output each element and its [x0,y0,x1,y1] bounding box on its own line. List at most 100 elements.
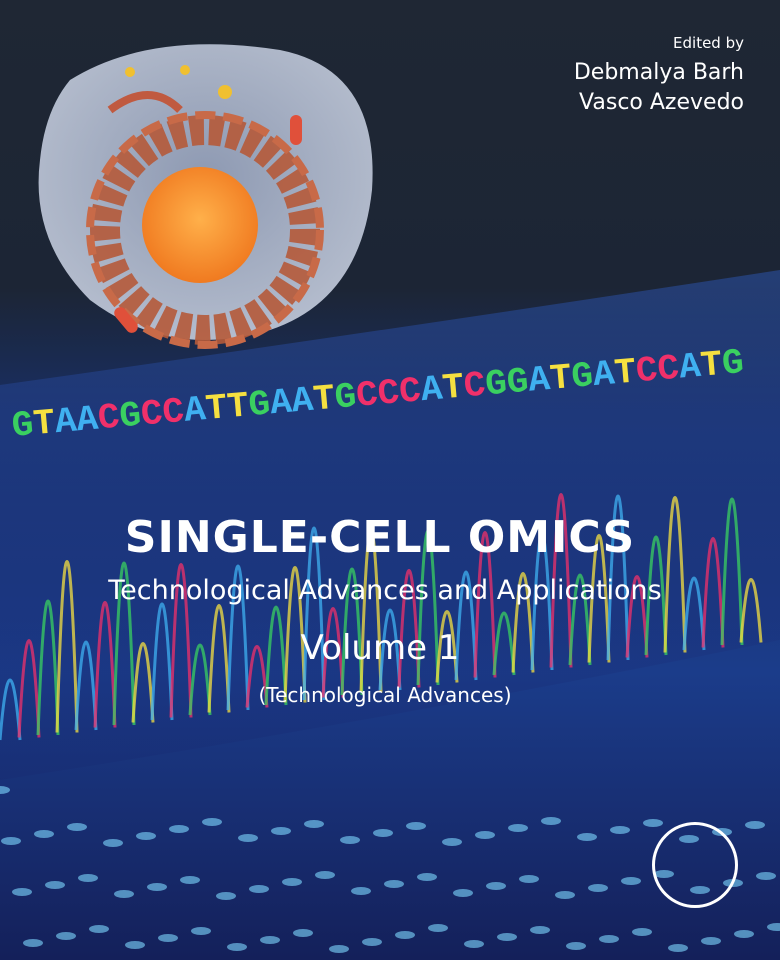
chromatogram-peak [587,534,611,663]
sequencing-dot [519,875,539,883]
editor-name: Vasco Azevedo [579,90,744,115]
chromatogram-peak [644,535,668,656]
chromatogram-peak [682,576,706,651]
sequencing-dot [340,836,360,844]
chromatogram-peak [245,645,269,708]
chromatogram-peak [568,573,592,666]
sequencing-dot [599,935,619,943]
sequencing-dot [395,931,415,939]
sequencing-dot [577,833,597,841]
sequencing-dot [373,829,393,837]
chromatogram-peak [131,642,155,723]
sequencing-dot [191,927,211,935]
sequencing-dot [497,933,517,941]
sequencing-dot [541,817,561,825]
sequencing-dot [34,830,54,838]
chromatogram-peak [93,601,117,728]
chromatogram-peak [549,493,573,668]
volume-label: Volume 1 [300,628,460,668]
editor-name: Debmalya Barh [573,60,744,85]
sequencing-dots [0,786,780,953]
sequencing-dot [643,819,663,827]
sequencing-dot [78,874,98,882]
chromatogram-peak [606,494,630,661]
book-title: SINGLE-CELL OMICS [124,512,636,563]
sequencing-dot [417,873,437,881]
chromatogram-peak [169,563,193,718]
chromatogram-peak [435,610,459,683]
editors-block: Edited by Debmalya Barh Vasco Azevedo [574,34,744,118]
sequencing-dot [271,827,291,835]
sequencing-dot [304,820,324,828]
sequencing-dot [406,822,426,830]
sequencing-dot [1,837,21,845]
sequencing-dot [442,838,462,846]
sequencing-dot [508,824,528,832]
sequencing-dot [23,939,43,947]
chromatogram-peak [321,607,345,698]
sequencing-dot [89,925,109,933]
sequencing-dot [555,891,575,899]
chromatogram-peaks [0,493,763,741]
chromatogram-peak [701,537,725,648]
sequencing-dot [756,872,776,880]
sequencing-dot [668,944,688,952]
sequencing-dot [351,887,371,895]
sequencing-dot [329,945,349,953]
chromatogram-peak [226,564,250,711]
sequencing-dot [428,924,448,932]
chromatogram-peak [302,526,326,701]
sequencing-dot [621,877,641,885]
sequencing-dot [475,831,495,839]
chromatogram-peak [625,575,649,658]
sequencing-dot [136,832,156,840]
sequencing-dot [180,876,200,884]
sequencing-dot [293,929,313,937]
chromatogram-peak [340,567,364,696]
chromatogram-peak [188,643,212,716]
sequencing-dot [114,890,134,898]
chromatogram-peak [0,678,22,741]
sequencing-dot [464,940,484,948]
chromatogram-peak [207,604,231,713]
chromatogram-peak [511,572,535,673]
sequencing-dot [56,932,76,940]
sequencing-dot [12,888,32,896]
sequencing-dot [103,839,123,847]
chromatogram-peak [17,639,41,738]
sequencing-dot [45,881,65,889]
chromatogram-peak [720,497,744,646]
sequencing-dot [238,834,258,842]
chromatogram-peak [416,529,440,686]
sequencing-dot [158,934,178,942]
chromatogram-peak [663,496,687,653]
chromatogram-peak [492,611,516,676]
sequencing-dot [745,821,765,829]
chromatogram-peak [530,532,554,671]
chromatogram-peak [378,608,402,691]
chromatogram-peak [264,605,288,706]
chromatogram-peak [55,560,79,733]
sequencing-dot [701,937,721,945]
sequencing-dot [67,823,87,831]
sequencing-dot [384,880,404,888]
chromatogram-peak [473,531,497,678]
sequencing-dot [0,786,10,794]
sequencing-dot [216,892,236,900]
chromatogram-peak [739,578,763,643]
sequencing-dot [734,930,754,938]
sequencing-dot [610,826,630,834]
sequencing-dot [202,818,222,826]
chromatogram-peak [150,602,174,721]
volume-subtitle: (Technological Advances) [258,683,512,707]
chromatogram-peak [397,569,421,688]
sequencing-dot [169,825,189,833]
chromatogram-peak [454,570,478,681]
sequencing-dot [362,938,382,946]
sequencing-dot [315,871,335,879]
book-subtitle: Technological Advances and Applications [108,575,662,606]
sequencing-dot [249,885,269,893]
chromatogram-peak [112,561,136,726]
sequencing-dot [453,889,473,897]
